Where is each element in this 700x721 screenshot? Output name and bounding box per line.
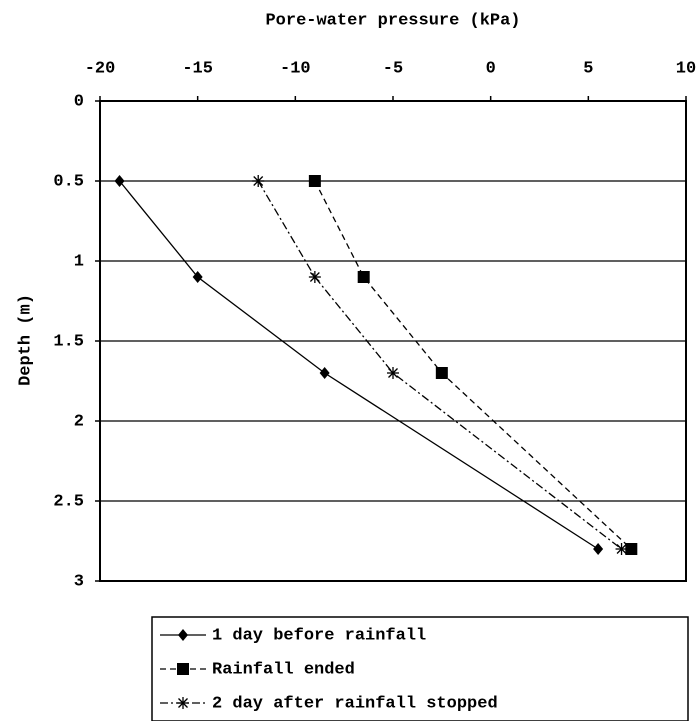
plot-frame [99,100,687,582]
x-tick-label: 0 [486,59,496,78]
marker-shape [357,271,370,283]
marker [357,271,370,283]
x-tick-label: -10 [280,59,311,78]
marker-shape [253,176,264,186]
marker-shape [178,629,188,641]
x-tick-label: 10 [676,59,696,78]
marker-shape [625,543,638,555]
marker-shape [114,175,125,187]
marker [308,175,321,187]
marker-shape [319,367,330,379]
marker-shape [309,272,320,282]
y-tick-label: 2.5 [53,492,84,511]
series-line [257,180,622,550]
marker [192,271,203,283]
marker [308,271,321,283]
marker [178,629,188,641]
marker [177,663,189,675]
marker [593,543,604,555]
marker-shape [435,367,448,379]
marker [114,175,125,187]
marker-shape [308,175,321,187]
y-tick-label: 0 [74,92,84,111]
y-tick-label: 3 [74,572,84,591]
y-axis-label: Depth (m) [16,294,35,386]
marker-shape [616,544,627,554]
legend-label: Rainfall ended [212,660,355,679]
legend-label: 2 day after rainfall stopped [212,694,498,713]
x-axis-label: Pore-water pressure (kPa) [265,11,520,30]
marker-shape [192,271,203,283]
marker-shape [177,663,189,675]
y-tick-label: 2 [74,412,84,431]
marker [252,175,265,187]
x-tick-label: -20 [85,59,116,78]
legend-label: 1 day before rainfall [212,626,426,645]
x-tick-label: -5 [383,59,403,78]
series-line [119,180,599,550]
marker [387,367,399,379]
legend-box [151,616,689,721]
y-tick-label: 0.5 [53,172,84,191]
y-tick-label: 1 [74,252,84,271]
marker [177,697,189,709]
marker [319,367,330,379]
marker-shape [388,368,398,378]
x-tick-label: -15 [182,59,213,78]
marker [435,367,448,379]
marker [615,543,628,555]
marker-shape [593,543,604,555]
marker-shape [178,698,188,708]
y-tick-label: 1.5 [53,332,84,351]
marker [625,543,638,555]
x-tick-label: 5 [583,59,593,78]
series-line [314,180,632,550]
